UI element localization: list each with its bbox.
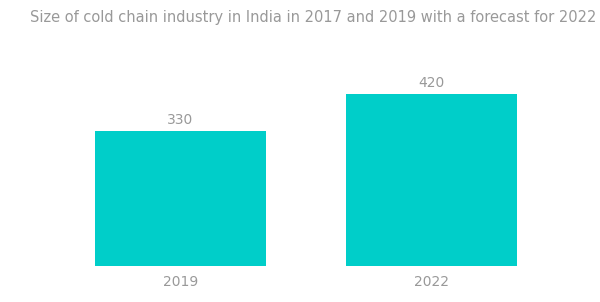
Text: Size of cold chain industry in India in 2017 and 2019 with a forecast for 2022: Size of cold chain industry in India in … [30,10,596,25]
Text: 330: 330 [167,113,194,127]
Bar [346,94,517,266]
Text: 420: 420 [418,76,445,90]
Bar [95,130,266,266]
